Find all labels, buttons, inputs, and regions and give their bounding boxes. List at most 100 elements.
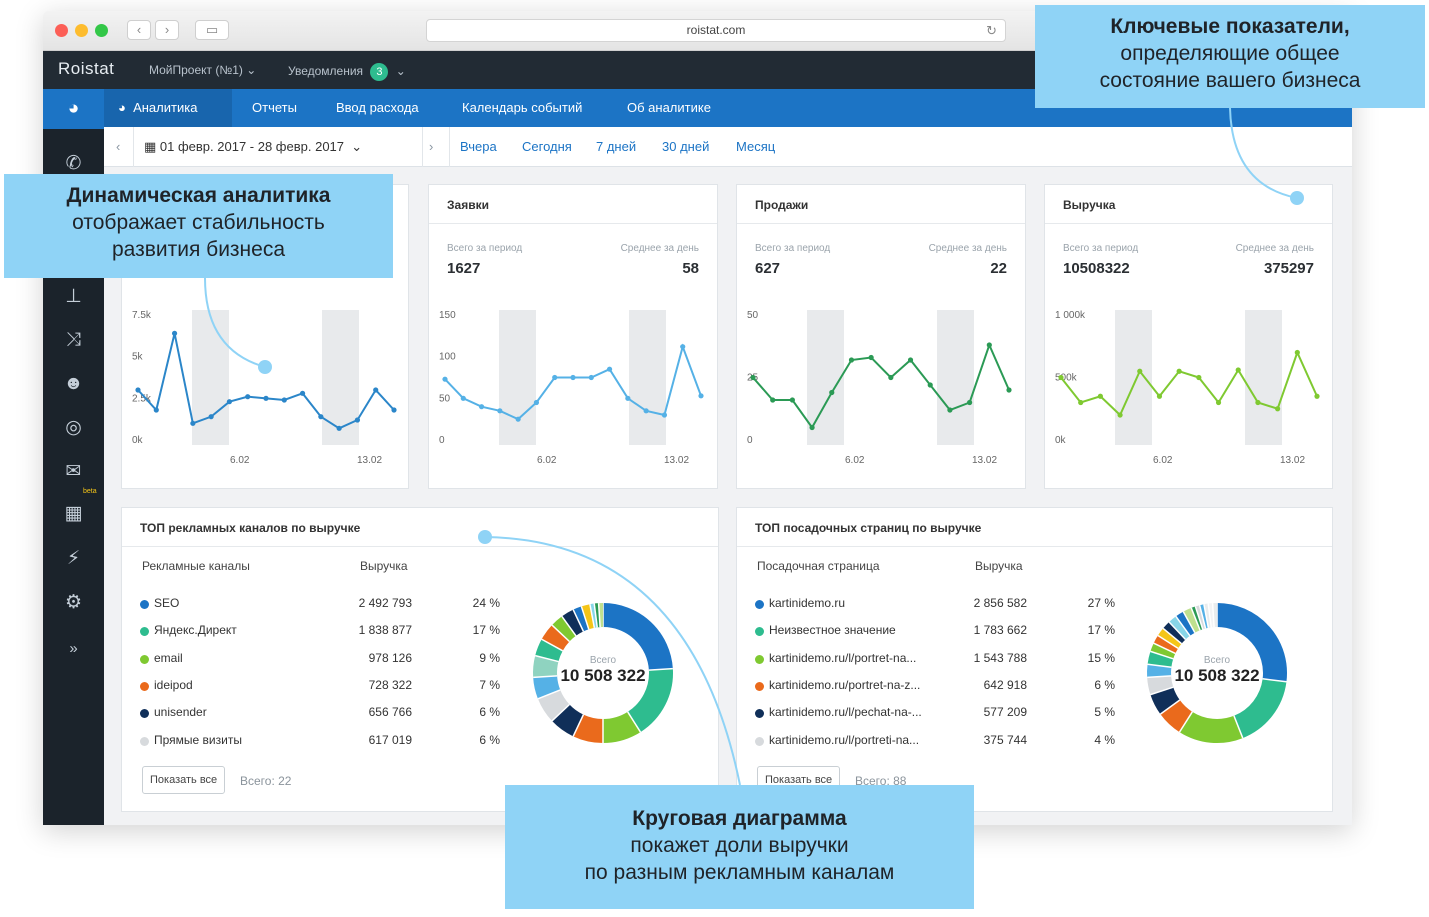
donut-slice[interactable] xyxy=(1163,621,1186,644)
minimize-window-button[interactable] xyxy=(75,24,88,37)
data-point[interactable] xyxy=(848,357,855,363)
donut-slice[interactable] xyxy=(581,604,595,630)
table-row[interactable]: Яндекс.Директ 1 838 877 17 % xyxy=(140,623,500,643)
data-point[interactable] xyxy=(1235,367,1241,373)
donut-slice[interactable] xyxy=(551,704,584,737)
data-point[interactable] xyxy=(281,397,287,403)
tab-about[interactable]: Об аналитике xyxy=(627,100,711,115)
data-point[interactable] xyxy=(588,374,594,381)
table-row[interactable]: ideipod 728 322 7 % xyxy=(140,678,500,698)
donut-slice[interactable] xyxy=(1183,607,1201,633)
sidebar-toggle-icon[interactable]: ▭ xyxy=(195,20,229,40)
mail-icon[interactable]: ✉ xyxy=(65,461,82,482)
data-point[interactable] xyxy=(373,387,379,393)
data-point[interactable] xyxy=(552,374,558,381)
users-icon[interactable]: ☻ xyxy=(63,373,84,394)
data-point[interactable] xyxy=(299,390,306,396)
donut-slice[interactable] xyxy=(541,625,570,652)
notifications-menu[interactable]: Уведомления 3 ⌄ xyxy=(288,63,406,81)
show-all-button[interactable]: Показать все xyxy=(142,766,226,794)
data-point[interactable] xyxy=(789,397,795,403)
data-point[interactable] xyxy=(1294,349,1300,356)
data-point[interactable] xyxy=(1314,393,1320,399)
data-point[interactable] xyxy=(263,395,269,401)
table-row[interactable]: email 978 126 9 % xyxy=(140,651,500,671)
data-point[interactable] xyxy=(533,399,540,406)
donut-slice[interactable] xyxy=(1179,711,1243,743)
donut-slice[interactable] xyxy=(537,689,570,721)
table-row[interactable]: kartinidemo.ru/l/portreti-na... 375 744 4 … xyxy=(755,733,1115,753)
donut-slice[interactable] xyxy=(1153,635,1179,654)
data-point[interactable] xyxy=(1196,374,1202,381)
data-point[interactable] xyxy=(245,394,251,400)
reload-icon[interactable]: ↻ xyxy=(986,23,997,38)
data-point[interactable] xyxy=(135,387,141,393)
maximize-window-button[interactable] xyxy=(95,24,108,37)
phone-icon[interactable]: ✆ xyxy=(65,153,82,174)
data-point[interactable] xyxy=(947,407,953,413)
pie-chart-icon[interactable]: ◕ xyxy=(43,89,104,129)
data-point[interactable] xyxy=(750,374,756,381)
data-point[interactable] xyxy=(643,408,649,414)
data-point[interactable] xyxy=(1058,374,1064,381)
quick-range-month[interactable]: Месяц xyxy=(736,139,776,154)
data-point[interactable] xyxy=(442,376,448,382)
donut-slice[interactable] xyxy=(1157,628,1182,649)
quick-range-today[interactable]: Сегодня xyxy=(522,139,572,154)
tab-expenses[interactable]: Ввод расхода xyxy=(336,100,419,115)
next-period-icon[interactable]: › xyxy=(429,139,434,154)
tab-reports[interactable]: Отчеты xyxy=(252,100,297,115)
donut-slice[interactable] xyxy=(1175,611,1195,636)
data-point[interactable] xyxy=(986,342,992,348)
data-point[interactable] xyxy=(606,366,613,372)
data-point[interactable] xyxy=(927,382,933,388)
shuffle-icon[interactable]: ⤨ xyxy=(65,329,82,350)
data-point[interactable] xyxy=(680,344,686,350)
data-point[interactable] xyxy=(460,395,466,401)
data-point[interactable] xyxy=(208,414,214,420)
donut-slice[interactable] xyxy=(1160,699,1193,733)
project-selector[interactable]: МойПроект (№1) ⌄ xyxy=(149,63,257,77)
donut-slice[interactable] xyxy=(573,714,604,743)
data-point[interactable] xyxy=(1176,368,1182,374)
gear-icon[interactable]: ⚙ xyxy=(64,592,83,613)
back-arrow-icon[interactable]: ‹ xyxy=(127,20,151,40)
table-row[interactable]: kartinidemo.ru/l/portret-na... 1 543 788 1… xyxy=(755,651,1115,671)
data-point[interactable] xyxy=(570,374,576,381)
donut-slice[interactable] xyxy=(573,606,589,632)
data-point[interactable] xyxy=(391,407,397,413)
data-point[interactable] xyxy=(1156,393,1163,399)
beta-calendar-icon[interactable]: ▦ xyxy=(64,503,83,524)
target-icon[interactable]: ◎ xyxy=(65,417,82,438)
donut-slice[interactable] xyxy=(551,616,577,642)
data-point[interactable] xyxy=(1137,368,1143,374)
data-point[interactable] xyxy=(625,395,631,401)
data-point[interactable] xyxy=(770,397,776,403)
data-point[interactable] xyxy=(1215,399,1222,406)
data-point[interactable] xyxy=(1117,412,1123,418)
plug-icon[interactable]: ⚡ xyxy=(66,548,81,569)
date-range-picker[interactable]: ▦ 01 февр. 2017 - 28 февр. 2017 ⌄ xyxy=(144,139,362,155)
data-point[interactable] xyxy=(661,412,668,418)
data-point[interactable] xyxy=(515,416,521,422)
donut-slice[interactable] xyxy=(602,711,641,743)
data-point[interactable] xyxy=(497,408,503,414)
tab-events-calendar[interactable]: Календарь событий xyxy=(462,100,583,115)
data-point[interactable] xyxy=(868,354,874,361)
data-point[interactable] xyxy=(888,374,894,381)
data-point[interactable] xyxy=(153,407,159,413)
prev-period-icon[interactable]: ‹ xyxy=(116,139,121,154)
data-point[interactable] xyxy=(829,389,835,396)
data-point[interactable] xyxy=(190,420,196,426)
table-row[interactable]: Прямые визиты 617 019 6 % xyxy=(140,733,500,753)
table-row[interactable]: Неизвестное значение 1 783 662 17 % xyxy=(755,623,1115,643)
donut-slice[interactable] xyxy=(561,609,584,636)
data-point[interactable] xyxy=(171,330,178,336)
table-row[interactable]: kartinidemo.ru/portret-na-z... 642 918 6 % xyxy=(755,678,1115,698)
donut-slice[interactable] xyxy=(1233,678,1287,739)
donut-slice[interactable] xyxy=(1169,616,1191,640)
data-point[interactable] xyxy=(226,399,233,405)
tab-analytics[interactable]: ◕ Аналитика xyxy=(104,89,232,127)
data-point[interactable] xyxy=(354,417,361,423)
data-point[interactable] xyxy=(1006,387,1012,393)
